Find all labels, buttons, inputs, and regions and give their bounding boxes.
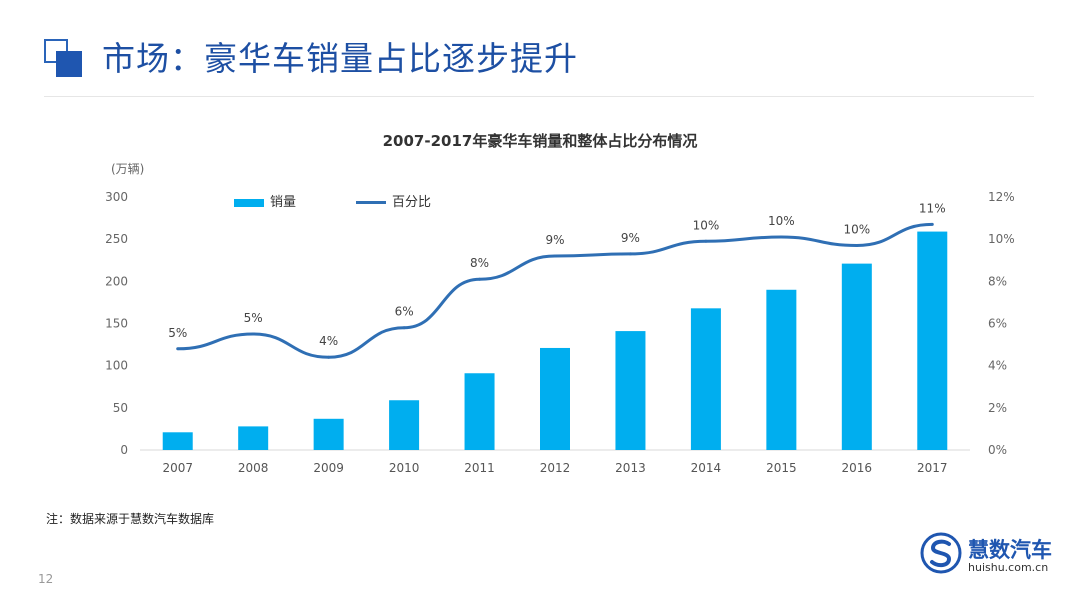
brand-logo: 慧数汽车 huishu.com.cn xyxy=(920,532,1060,582)
line-point xyxy=(251,332,255,336)
data-label-percentage: 5% xyxy=(244,311,263,325)
data-label-percentage: 10% xyxy=(768,214,795,228)
line-point xyxy=(855,243,859,247)
line-point xyxy=(930,222,934,226)
y-left-tick-label: 250 xyxy=(105,232,128,246)
bar-sales xyxy=(841,263,872,450)
page-number: 12 xyxy=(38,572,54,586)
line-point xyxy=(478,277,482,281)
line-point xyxy=(176,347,180,351)
brand-name: 慧数汽车 xyxy=(968,538,1052,562)
bar-sales xyxy=(389,400,420,450)
data-label-percentage: 10% xyxy=(843,222,870,236)
y-left-tick-label: 150 xyxy=(105,317,128,331)
legend-item-sales: 销量 xyxy=(234,191,296,210)
legend-line-swatch xyxy=(356,201,386,204)
y-left-tick-label: 300 xyxy=(105,190,128,204)
x-tick-label: 2014 xyxy=(691,461,722,475)
x-tick-label: 2008 xyxy=(238,461,269,475)
legend-bar-swatch xyxy=(234,198,264,207)
bar-sales xyxy=(690,308,721,450)
bar-sales xyxy=(313,418,344,450)
x-tick-label: 2015 xyxy=(766,461,797,475)
data-label-percentage: 5% xyxy=(168,326,187,340)
y-right-tick-label: 12% xyxy=(988,190,1015,204)
line-point xyxy=(704,239,708,243)
chart-title: 2007-2017年豪华车销量和整体占比分布情况 xyxy=(382,132,698,150)
brand-s-icon xyxy=(920,532,962,574)
bar-sales xyxy=(464,373,495,450)
y-left-tick-label: 50 xyxy=(113,401,128,415)
title-divider xyxy=(44,96,1034,97)
y-right-tick-label: 4% xyxy=(988,359,1007,373)
y-left-tick-label: 200 xyxy=(105,274,128,288)
y-right-tick-label: 10% xyxy=(988,232,1015,246)
x-tick-label: 2013 xyxy=(615,461,646,475)
data-label-percentage: 8% xyxy=(470,256,489,270)
bar-sales xyxy=(766,289,797,450)
data-label-percentage: 9% xyxy=(621,231,640,245)
y-right-tick-label: 8% xyxy=(988,274,1007,288)
data-label-percentage: 6% xyxy=(395,305,414,319)
x-tick-label: 2017 xyxy=(917,461,948,475)
x-tick-label: 2007 xyxy=(162,461,193,475)
data-label-percentage: 11% xyxy=(919,201,946,215)
line-point xyxy=(628,252,632,256)
title-decoration-icon xyxy=(44,39,84,79)
line-point xyxy=(779,235,783,239)
y-right-tick-label: 6% xyxy=(988,317,1007,331)
legend-item-percentage: 百分比 xyxy=(356,191,431,210)
source-note: 注：数据来源于慧数汽车数据库 xyxy=(46,512,215,526)
line-point xyxy=(402,326,406,330)
y-right-tick-label: 0% xyxy=(988,443,1007,457)
bar-sales xyxy=(162,432,193,450)
data-label-percentage: 9% xyxy=(545,233,564,247)
line-percentage xyxy=(177,222,933,359)
x-tick-label: 2009 xyxy=(313,461,344,475)
y-left-tick-label: 0 xyxy=(120,443,128,457)
bar-sales xyxy=(238,426,269,450)
legend-label-sales: 销量 xyxy=(270,195,297,210)
y-left-tick-label: 100 xyxy=(105,359,128,373)
x-tick-label: 2012 xyxy=(540,461,571,475)
brand-url: huishu.com.cn xyxy=(968,561,1049,574)
x-tick-label: 2016 xyxy=(842,461,873,475)
legend-label-percentage: 百分比 xyxy=(392,195,432,210)
bar-sales xyxy=(615,331,646,450)
data-label-percentage: 4% xyxy=(319,334,338,348)
data-label-percentage: 10% xyxy=(693,218,720,232)
bar-sales xyxy=(540,347,570,450)
line-point xyxy=(327,355,331,359)
x-tick-label: 2011 xyxy=(464,461,495,475)
page-title: 市场：豪华车销量占比逐步提升 xyxy=(102,39,578,78)
bar-sales xyxy=(917,231,948,450)
y-right-tick-label: 2% xyxy=(988,401,1007,415)
y-axis-unit-label: (万辆) xyxy=(111,162,145,176)
line-point xyxy=(553,254,557,258)
x-tick-label: 2010 xyxy=(389,461,420,475)
